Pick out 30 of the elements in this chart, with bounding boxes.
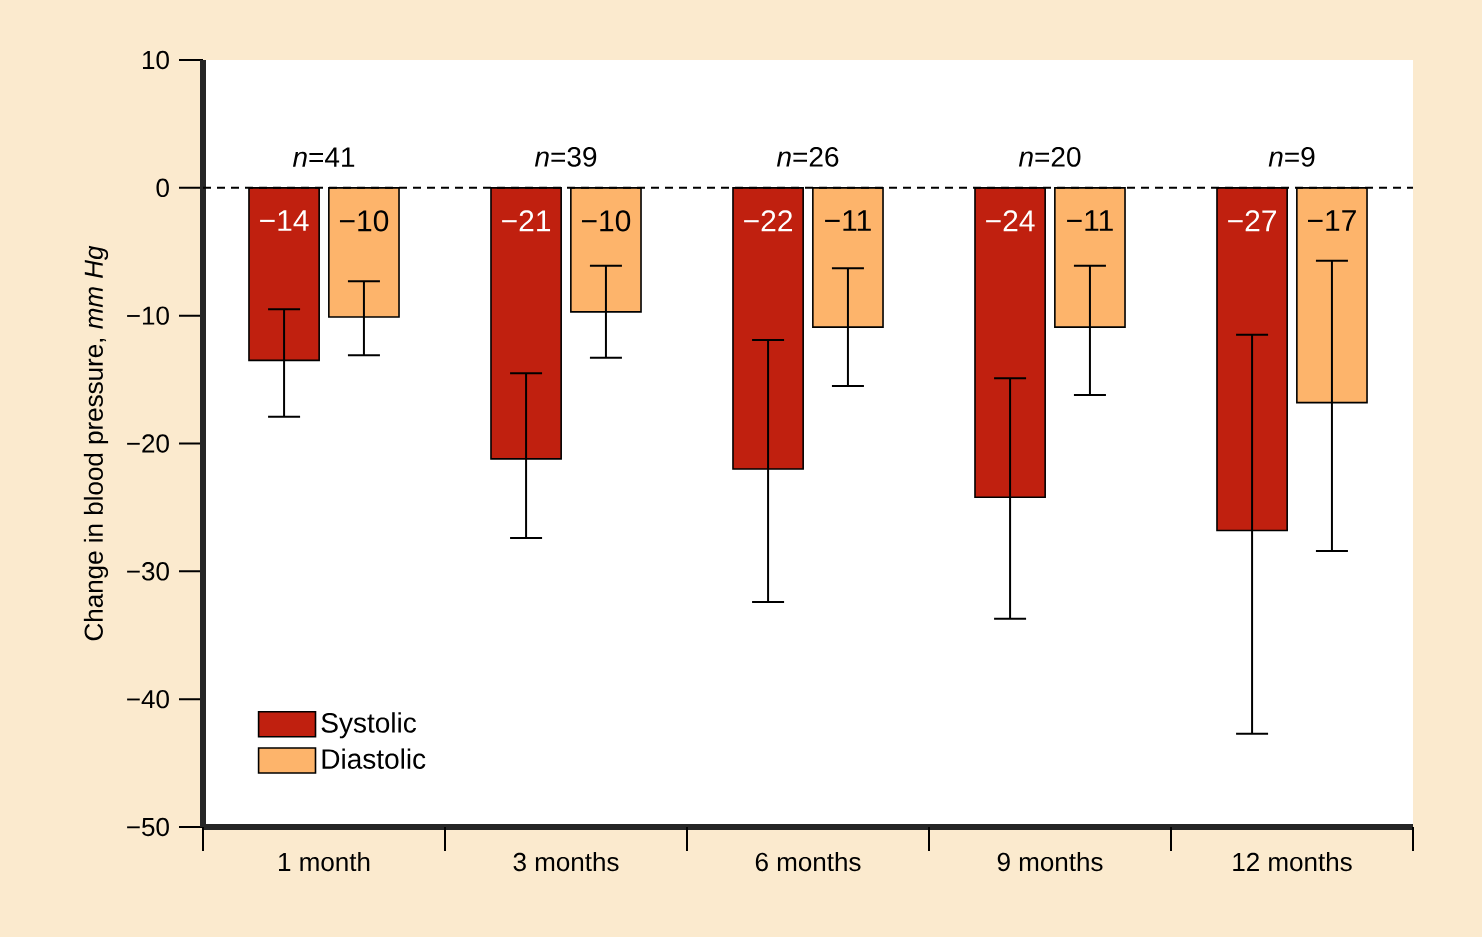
data-label: −10 — [339, 210, 389, 232]
annotation: n=9 — [1268, 146, 1315, 167]
data-label: −22 — [744, 210, 793, 232]
legend-label: Diastolic — [322, 748, 426, 769]
data-label: −21 — [502, 210, 551, 232]
y-tick-label: −20 — [127, 434, 169, 453]
x-tick-label: 1 month — [279, 852, 370, 872]
x-tick-label: 6 months — [755, 852, 861, 872]
legend-label: Systolic — [321, 712, 417, 739]
annotation: n=41 — [292, 147, 355, 167]
y-tick-label: 10 — [142, 50, 169, 70]
annotation: n=20 — [1018, 146, 1081, 167]
annotation: n=26 — [776, 146, 839, 167]
y-tick-label: 0 — [156, 178, 169, 198]
data-label: −11 — [825, 210, 871, 231]
y-tick-label: −40 — [127, 689, 169, 709]
data-label: −14 — [260, 210, 309, 231]
y-axis-title: Change in blood pressure, mm Hg — [83, 245, 109, 641]
x-tick-label: 3 months — [513, 852, 619, 872]
data-label: −17 — [1307, 210, 1356, 231]
data-label: −10 — [581, 210, 631, 232]
data-label: −24 — [986, 210, 1035, 232]
annotation: n=39 — [534, 146, 597, 167]
y-tick-label: −10 — [127, 306, 169, 325]
data-label: −27 — [1228, 210, 1277, 232]
data-label: −11 — [1067, 210, 1113, 231]
x-tick-label: 12 months — [1233, 852, 1352, 872]
y-tick-label: −50 — [127, 817, 169, 837]
x-tick-label: 9 months — [997, 852, 1103, 872]
y-tick-label: −30 — [127, 562, 169, 581]
